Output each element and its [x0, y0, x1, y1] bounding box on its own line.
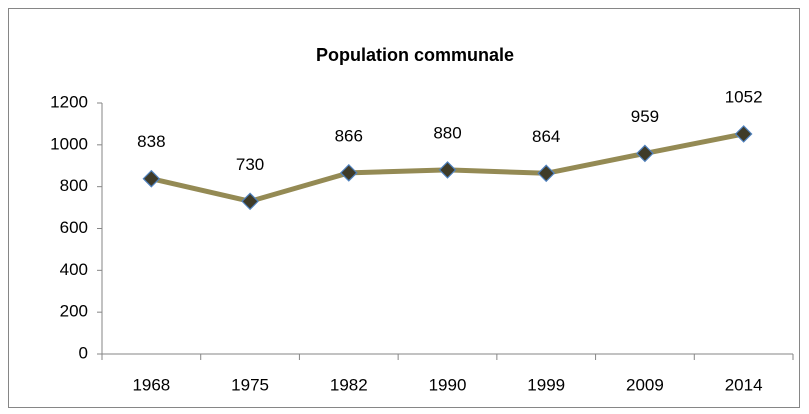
data-marker	[438, 161, 457, 179]
data-marker	[537, 164, 556, 183]
x-tick-label: 1999	[527, 375, 565, 394]
x-tick-label: 1968	[132, 375, 170, 394]
data-label: 838	[137, 132, 165, 151]
data-marker	[241, 192, 259, 211]
x-tick-label: 1975	[231, 375, 269, 394]
data-label: 730	[236, 155, 264, 174]
y-tick-label: 400	[60, 260, 88, 279]
chart-title: Population communale	[316, 45, 514, 65]
x-tick-label: 1990	[429, 375, 467, 394]
x-tick-label: 1982	[330, 375, 368, 394]
data-marker	[734, 125, 753, 143]
chart-border	[8, 8, 800, 408]
y-tick-label: 800	[60, 176, 88, 195]
data-label: 866	[335, 126, 363, 145]
x-tick-label: 2009	[626, 375, 664, 394]
x-tick-label: 2014	[725, 375, 763, 394]
data-marker	[339, 164, 358, 182]
y-tick-label: 200	[60, 302, 88, 321]
y-tick-label: 600	[60, 218, 88, 237]
data-marker	[636, 144, 654, 163]
y-tick-label: 1200	[50, 92, 88, 111]
data-label: 1052	[725, 87, 763, 106]
data-label: 959	[631, 107, 659, 126]
data-marker	[142, 169, 161, 188]
y-tick-label: 0	[79, 343, 88, 362]
data-label: 864	[532, 127, 560, 146]
y-tick-label: 1000	[50, 134, 88, 153]
data-label: 880	[433, 123, 461, 142]
